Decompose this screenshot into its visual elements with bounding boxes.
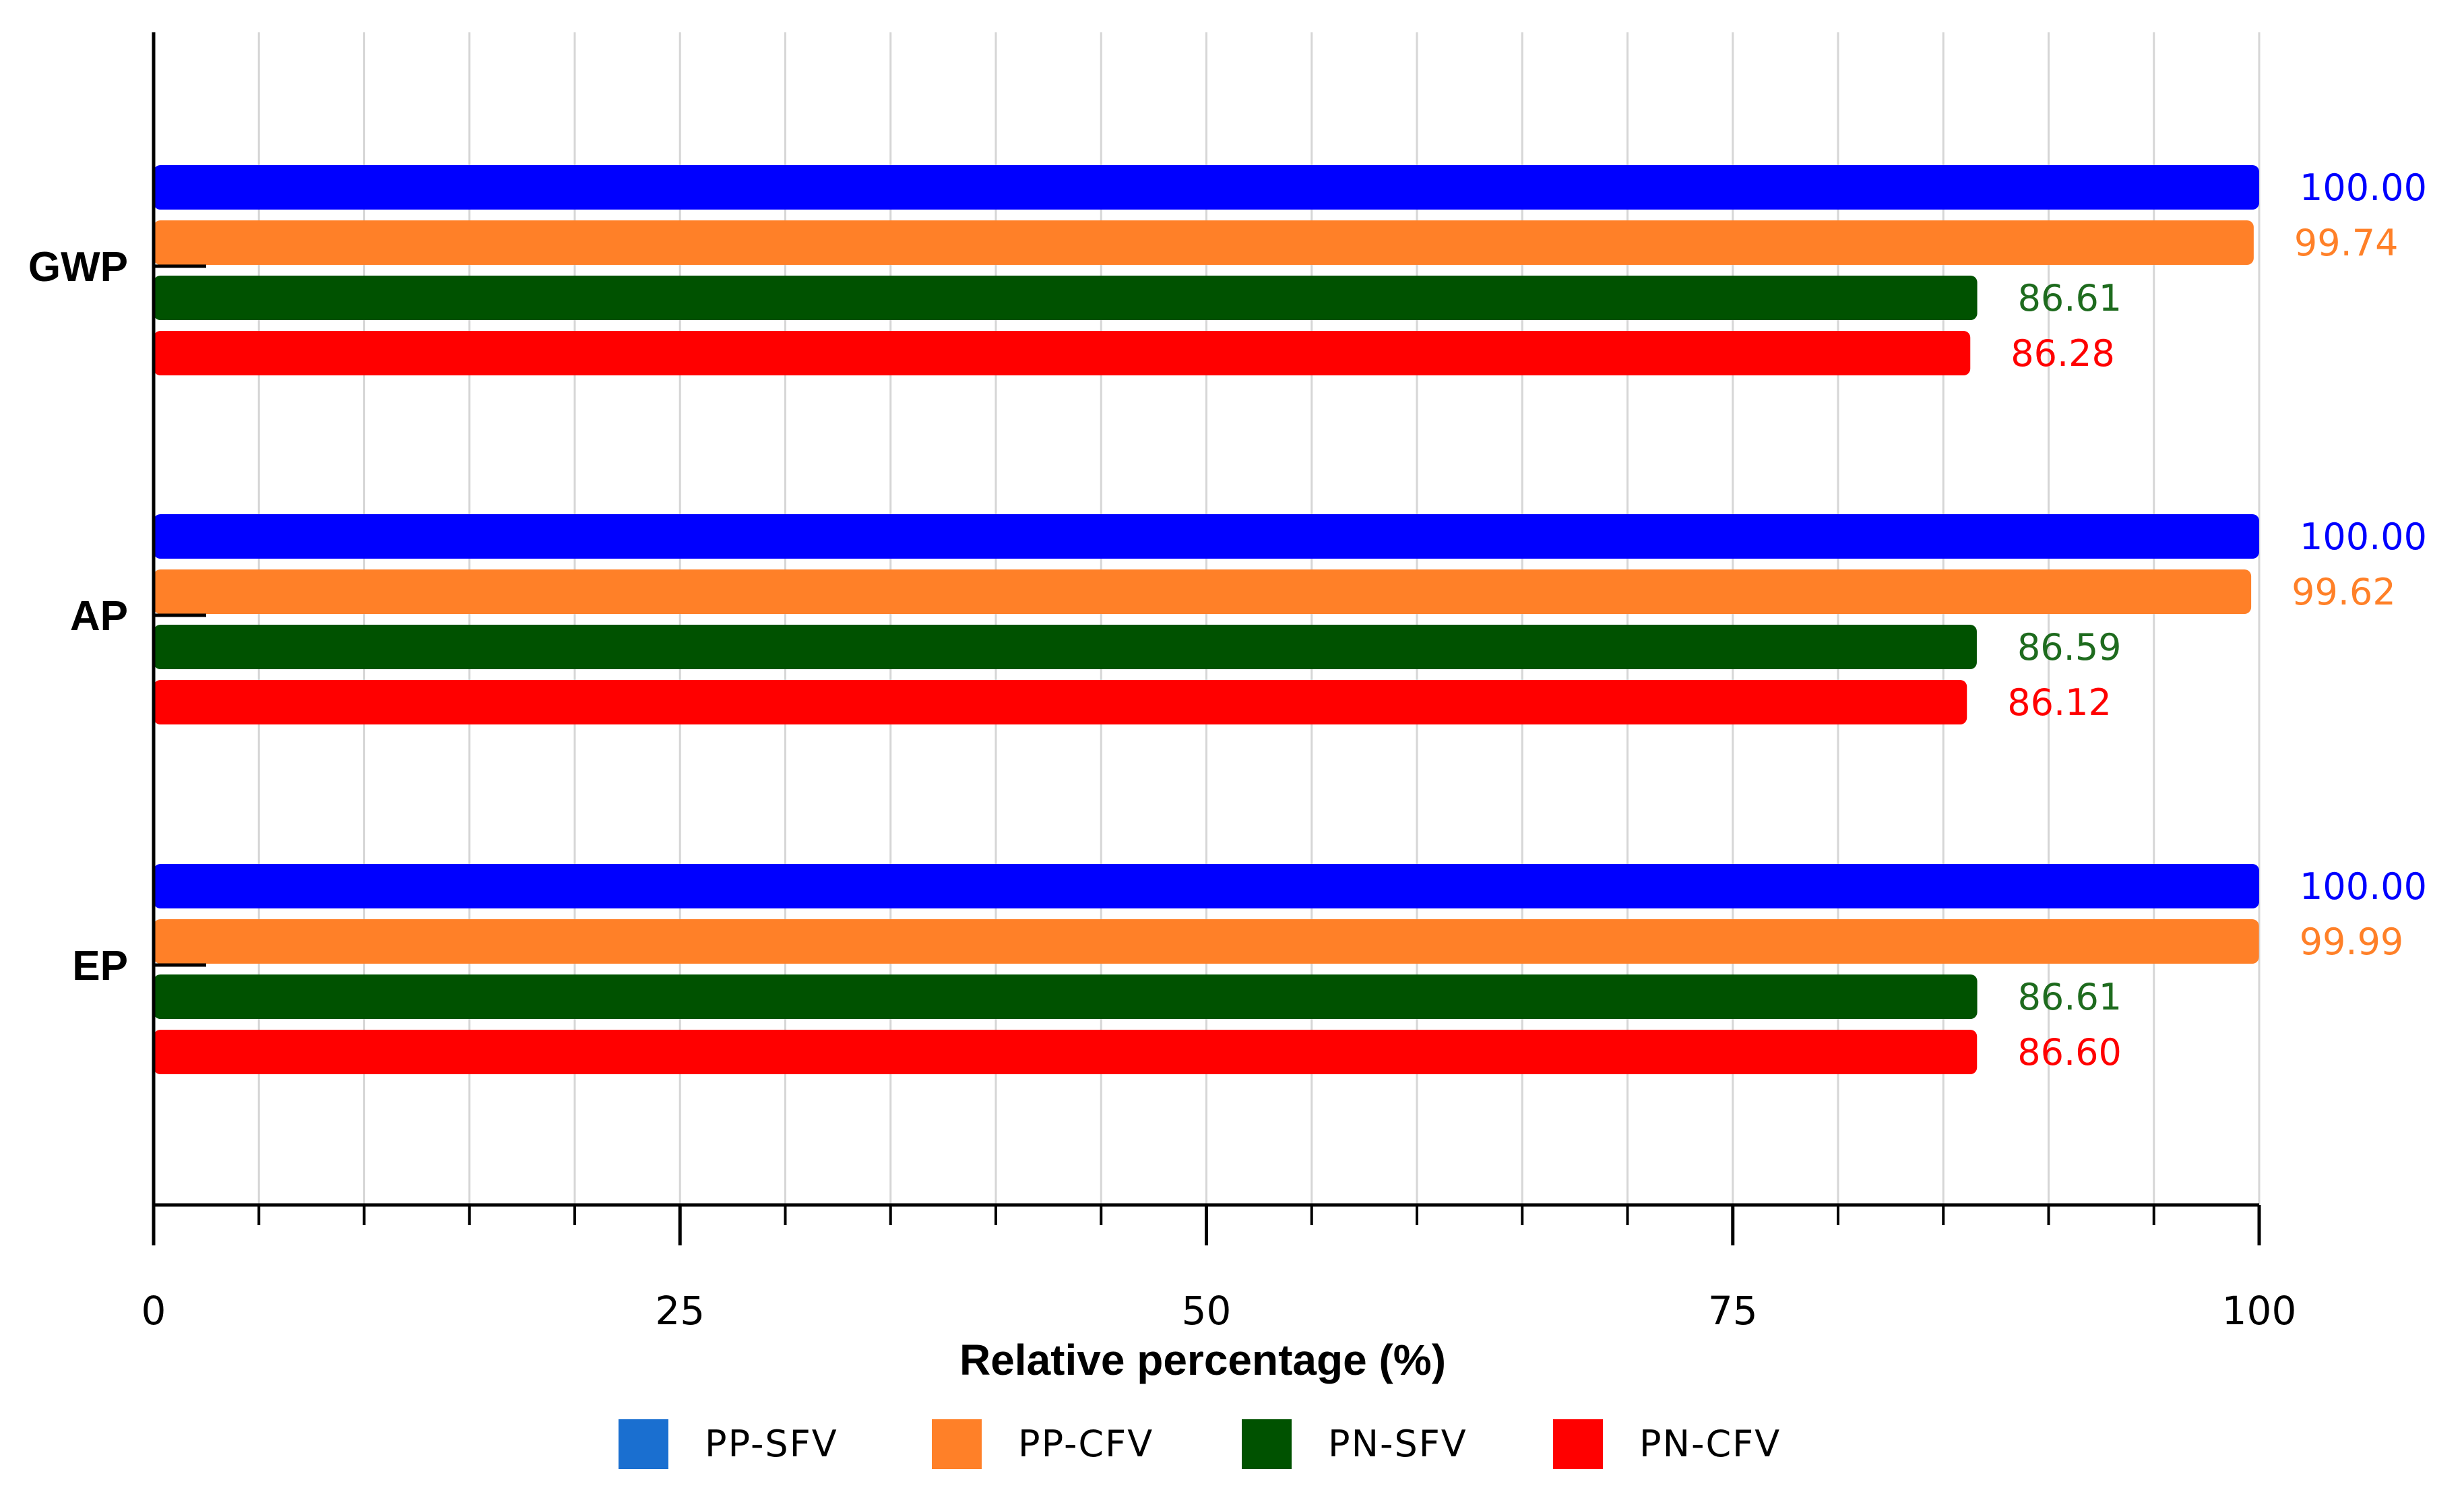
bar-gwp-pn-cfv — [154, 331, 1971, 375]
category-labels: GWP AP EP — [28, 244, 206, 989]
legend-label: PN-CFV — [1639, 1423, 1781, 1465]
data-label: 100.00 — [2300, 166, 2427, 209]
bar-ap-pn-sfv — [154, 625, 1977, 669]
legend-label: PP-CFV — [1018, 1423, 1154, 1465]
bar-ep-pp-cfv — [154, 919, 2259, 964]
data-label: 100.00 — [2300, 516, 2427, 558]
legend-swatch — [1553, 1419, 1603, 1469]
data-label: 99.62 — [2292, 571, 2396, 613]
bar-ap-pn-cfv — [154, 680, 1967, 724]
x-tick-label: 25 — [655, 1288, 705, 1334]
data-labels: 100.00 99.74 86.61 86.28 100.00 99.62 86.59 86.… — [2007, 166, 2427, 1074]
data-label: 99.99 — [2300, 921, 2404, 963]
bar-gwp-pn-sfv — [154, 276, 1978, 320]
data-label: 86.59 — [2017, 626, 2122, 669]
x-tick-label: 100 — [2222, 1288, 2297, 1334]
category-label: AP — [70, 593, 128, 640]
data-label: 86.61 — [2018, 277, 2122, 319]
x-tick-label: 75 — [1708, 1288, 1758, 1334]
x-tick-label: 0 — [141, 1288, 166, 1334]
bars — [154, 165, 2259, 1074]
legend-swatch — [1242, 1419, 1292, 1469]
bar-ep-pn-sfv — [154, 974, 1978, 1019]
data-label: 99.74 — [2294, 222, 2399, 264]
data-label: 86.60 — [2017, 1031, 2122, 1074]
bar-ap-pp-cfv — [154, 569, 2252, 614]
bar-ep-pn-cfv — [154, 1030, 1978, 1074]
x-axis-title: Relative percentage (%) — [959, 1336, 1446, 1384]
x-tick-label: 50 — [1182, 1288, 1232, 1334]
data-label: 86.61 — [2018, 976, 2122, 1018]
legend-label: PN-SFV — [1328, 1423, 1467, 1465]
category-label: GWP — [28, 244, 128, 290]
bar-gwp-pp-cfv — [154, 220, 2254, 265]
data-label: 86.12 — [2007, 681, 2112, 724]
category-label: EP — [72, 943, 128, 989]
bar-ep-pp-sfv — [154, 864, 2259, 908]
bar-ap-pp-sfv — [154, 514, 2259, 559]
legend-swatch — [619, 1419, 668, 1469]
data-label: 86.28 — [2011, 332, 2115, 375]
x-ticks: 0 25 50 75 100 — [141, 1205, 2297, 1334]
legend-label: PP-SFV — [705, 1423, 838, 1465]
legend-swatch — [932, 1419, 982, 1469]
legend: PP-SFV PP-CFV PN-SFV PN-CFV — [619, 1419, 1781, 1469]
bar-gwp-pp-sfv — [154, 165, 2259, 210]
data-label: 100.00 — [2300, 865, 2427, 908]
